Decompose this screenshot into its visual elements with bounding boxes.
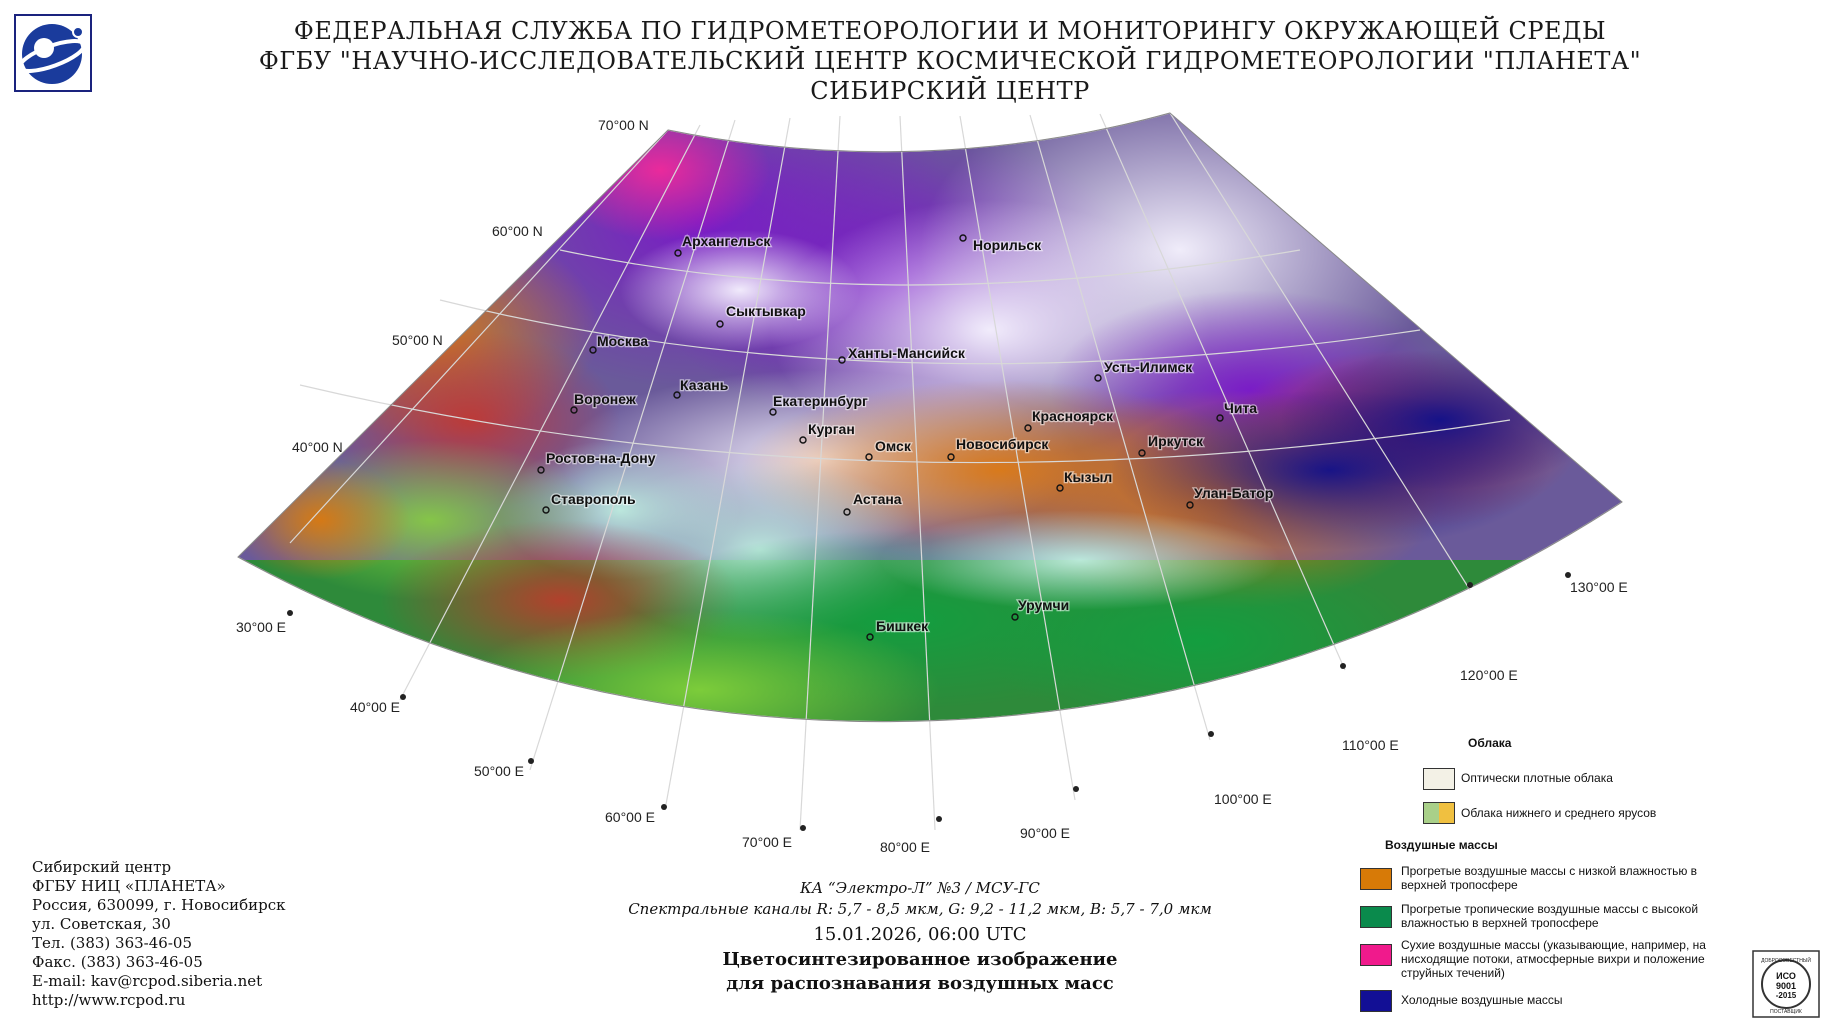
city-norilsk: Норильск [973, 237, 1042, 253]
city-yekaterinburg: Екатеринбург [773, 393, 868, 409]
lon-90: 90°00 E [1020, 825, 1070, 841]
city-kazan: Казань [680, 377, 729, 393]
city-rostov: Ростов-на-Дону [546, 450, 656, 466]
lon-labels: 30°00 E 40°00 E 50°00 E 60°00 E 70°00 E … [236, 579, 1628, 855]
svg-text:ДОБРОСОВЕСТНЫЙ: ДОБРОСОВЕСТНЫЙ [1761, 956, 1811, 964]
map-fan-outline [237, 112, 1623, 723]
svg-text:9001: 9001 [1776, 981, 1796, 991]
city-krasnoyarsk: Красноярск [1032, 408, 1114, 424]
city-labels: Архангельск Норильск Сыктывкар Москва Ха… [545, 232, 1275, 636]
city-ulaanbaatar: Улан-Батор [1194, 485, 1273, 501]
lat-40: 40°00 N [292, 439, 343, 455]
city-astana: Астана [853, 491, 902, 507]
caption-datetime: 15.01.2026, 06:00 UTC [813, 924, 1027, 945]
city-kurgan: Курган [808, 421, 855, 437]
svg-text:ПОСТАВЩИК: ПОСТАВЩИК [1770, 1009, 1802, 1015]
legend-swatch-low-mid-clouds [1423, 802, 1455, 824]
city-moscow: Москва [597, 333, 648, 349]
legend-label-dry: Сухие воздушные массы (указывающие, напр… [1401, 938, 1706, 980]
address-line-3: Россия, 630099, г. Новосибирск [32, 896, 286, 914]
address-line-2: ФГБУ НИЦ «ПЛАНЕТА» [32, 877, 226, 895]
city-arkhangelsk: Архангельск [682, 233, 771, 249]
lat-60: 60°00 N [492, 223, 543, 239]
lon-30: 30°00 E [236, 619, 286, 635]
legend-label-cold: Холодные воздушные массы [1401, 993, 1563, 1007]
caption: КА “Электро-Л” №3 / МСУ-ГС Спектральные … [560, 878, 1280, 996]
lon-120: 120°00 E [1460, 667, 1518, 683]
caption-title-line-2: для распознавания воздушных масс [726, 973, 1114, 994]
header-line-3: СИБИРСКИЙ ЦЕНТР [810, 77, 1090, 105]
legend-swatch-dry [1360, 944, 1392, 966]
lat-labels: 70°00 N 60°00 N 50°00 N 40°00 N [292, 117, 649, 455]
lon-80: 80°00 E [880, 839, 930, 855]
svg-text:-2015: -2015 [1776, 991, 1797, 1000]
header-line-1: ФЕДЕРАЛЬНАЯ СЛУЖБА ПО ГИДРОМЕТЕОРОЛОГИИ … [293, 17, 1607, 45]
address-website-link[interactable]: http://www.rcpod.ru [32, 991, 186, 1009]
lon-70: 70°00 E [742, 834, 792, 850]
legend-swatch-dense-clouds [1423, 768, 1455, 790]
address-line-5: Тел. (383) 363-46-05 [32, 934, 192, 952]
caption-satellite: КА “Электро-Л” №3 / МСУ-ГС [800, 879, 1040, 897]
header-line-2: ФГБУ "НАУЧНО-ИССЛЕДОВАТЕЛЬСКИЙ ЦЕНТР КОС… [258, 47, 1642, 75]
lat-50: 50°00 N [392, 332, 443, 348]
city-omsk: Омск [875, 438, 912, 454]
legend-label-dense-clouds: Оптически плотные облака [1461, 771, 1613, 785]
lon-130: 130°00 E [1570, 579, 1628, 595]
svg-text:ИСО: ИСО [1776, 971, 1796, 981]
address-block: Сибирский центр ФГБУ НИЦ «ПЛАНЕТА» Росси… [32, 858, 286, 1010]
lon-60: 60°00 E [605, 809, 655, 825]
city-kyzyl: Кызыл [1064, 469, 1112, 485]
address-email[interactable]: E-mail: kav@rcpod.siberia.net [32, 972, 263, 990]
legend-air-title: Воздушные массы [1385, 838, 1498, 852]
caption-channels: Спектральные каналы R: 5,7 - 8,5 мкм, G:… [628, 900, 1212, 918]
city-voronezh: Воронеж [574, 391, 637, 407]
city-ust-ilimsk: Усть-Илимск [1104, 359, 1193, 375]
legend-swatch-warm-humid [1360, 906, 1392, 928]
city-syktyvkar: Сыктывкар [726, 303, 806, 319]
imagery-layer [238, 113, 1622, 722]
header: ФЕДЕРАЛЬНАЯ СЛУЖБА ПО ГИДРОМЕТЕОРОЛОГИИ … [180, 16, 1720, 106]
lon-40: 40°00 E [350, 699, 400, 715]
lon-100: 100°00 E [1214, 791, 1272, 807]
lon-50: 50°00 E [474, 763, 524, 779]
city-stavropol: Ставрополь [551, 491, 636, 507]
address-line-1: Сибирский центр [32, 858, 172, 876]
legend-label-low-mid-clouds: Облака нижнего и среднего ярусов [1461, 806, 1657, 820]
city-chita: Чита [1224, 400, 1257, 416]
city-khanty-mansiysk: Ханты-Мансийск [848, 345, 966, 361]
city-dots [537, 234, 1224, 641]
lon-110: 110°00 E [1342, 737, 1399, 753]
iso-9001-badge: ДОБРОСОВЕСТНЫЙ ИСО 9001 -2015 ПОСТАВЩИК [1752, 950, 1820, 1018]
address-line-4: ул. Советская, 30 [32, 915, 171, 933]
lon-ticks [287, 572, 1571, 831]
legend-swatch-warm-dry [1360, 868, 1392, 890]
planeta-logo [14, 14, 92, 92]
legend-label-warm-humid: Прогретые тропичеcкие воздушные массы с … [1401, 902, 1699, 930]
address-line-6: Факс. (383) 363-46-05 [32, 953, 203, 971]
lat-70: 70°00 N [598, 117, 649, 133]
legend-label-warm-dry: Прогретые воздушные массы с низкой влажн… [1401, 864, 1698, 892]
legend-clouds-title: Облака [1468, 736, 1512, 750]
caption-title-line-1: Цветосинтезированное изображение [722, 949, 1118, 970]
city-novosibirsk: Новосибирск [956, 436, 1049, 452]
legend-swatch-cold [1360, 990, 1392, 1012]
city-urumqi: Урумчи [1018, 597, 1069, 613]
city-irkutsk: Иркутск [1148, 433, 1204, 449]
city-bishkek: Бишкек [876, 618, 929, 634]
